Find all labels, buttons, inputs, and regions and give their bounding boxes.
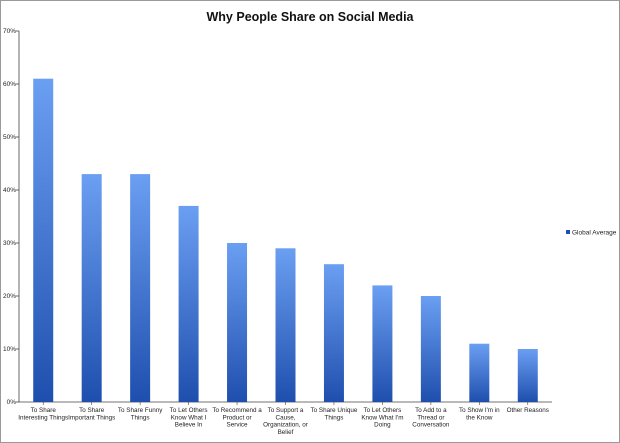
bar	[420, 296, 441, 402]
bar	[517, 349, 538, 402]
category-label: To Support a Cause, Organization, or Belief	[263, 407, 308, 436]
y-tick-label: 40%	[3, 187, 16, 194]
y-tick-label: 20%	[3, 293, 16, 300]
legend-label: Global Average	[572, 229, 617, 236]
y-tick-label: 30%	[3, 240, 16, 247]
category-label: To Let Others Know What I'm Doing	[361, 407, 403, 429]
bar	[130, 174, 151, 402]
bar	[469, 343, 490, 402]
chart-title: Why People Share on Social Media	[206, 10, 414, 24]
category-label: To Share Funny Things	[118, 407, 163, 421]
legend: Global Average	[566, 229, 617, 236]
category-label: To Share Interesting Things	[18, 407, 68, 421]
category-label: To Share Important Things	[68, 407, 115, 421]
category-label: Other Reasons	[507, 407, 549, 414]
y-tick-label: 60%	[3, 81, 16, 88]
category-label: To Recommend a Product or Service	[212, 407, 262, 429]
bar	[372, 285, 393, 402]
axes: 0% 10% 20% 30% 40% 50% 60% 70%	[3, 28, 552, 406]
category-label: To Show I'm in the Know	[459, 407, 500, 421]
y-tick-label: 50%	[3, 134, 16, 141]
bar	[33, 78, 54, 402]
bar	[323, 264, 344, 402]
bars	[33, 78, 538, 402]
category-label: To Share Unique Things	[310, 407, 357, 421]
y-tick-label: 70%	[3, 28, 16, 35]
bar	[227, 243, 248, 402]
y-tick-label: 10%	[3, 346, 16, 353]
bar	[178, 205, 199, 402]
legend-swatch	[566, 230, 570, 234]
y-tick-label: 0%	[7, 399, 17, 406]
bar	[81, 174, 102, 402]
category-label: To Add to a Thread or Conversation	[412, 407, 450, 429]
category-label: To Let Others Know What I Believe In	[170, 407, 208, 429]
bar	[275, 248, 296, 402]
